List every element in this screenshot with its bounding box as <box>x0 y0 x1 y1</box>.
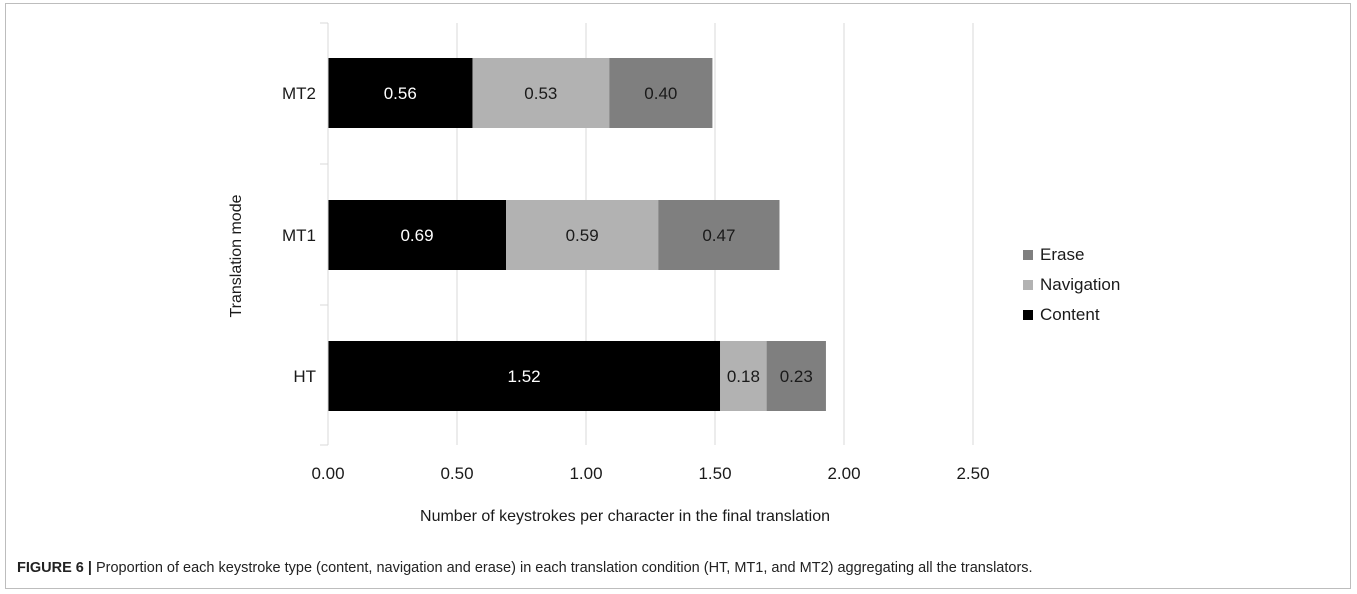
data-labels: 1.52 0.18 0.23 0.69 0.59 0.47 0.56 0.53 0.40 <box>384 84 813 386</box>
x-tick-label: 1.00 <box>569 464 602 483</box>
x-tick-label: 2.00 <box>827 464 860 483</box>
x-tick-label: 2.50 <box>956 464 989 483</box>
data-label: 0.40 <box>644 84 677 103</box>
bar-erase <box>609 58 713 128</box>
axes: 0.00 0.50 1.00 1.50 2.00 2.50 HT MT1 MT2 <box>282 22 990 483</box>
bar-erase <box>658 200 780 270</box>
bar-navigation <box>506 200 659 270</box>
data-label: 0.53 <box>524 84 557 103</box>
data-label: 0.59 <box>566 226 599 245</box>
y-axis-title: Translation mode <box>228 194 245 317</box>
y-tick-label: HT <box>293 367 316 386</box>
figure-label: FIGURE 6 | <box>17 560 92 576</box>
x-tick-label: 1.50 <box>698 464 731 483</box>
data-label: 0.23 <box>780 367 813 386</box>
legend-label: Navigation <box>1040 275 1120 294</box>
bars <box>328 58 826 411</box>
data-label: 0.18 <box>727 367 760 386</box>
legend-swatch <box>1023 250 1033 260</box>
bar-erase <box>766 341 826 411</box>
bar-content <box>328 58 473 128</box>
y-tick-label: MT2 <box>282 84 316 103</box>
bar-navigation <box>472 58 610 128</box>
x-tick-label: 0.00 <box>311 464 344 483</box>
x-axis-title: Number of keystrokes per character in th… <box>420 508 830 525</box>
data-label: 0.69 <box>400 226 433 245</box>
y-tick-label: MT1 <box>282 226 316 245</box>
x-tick-label: 0.50 <box>440 464 473 483</box>
bar-navigation <box>720 341 767 411</box>
legend-label: Erase <box>1040 245 1084 264</box>
legend-swatch <box>1023 310 1033 320</box>
legend-label: Content <box>1040 305 1100 324</box>
bar-content <box>328 200 507 270</box>
data-label: 0.56 <box>384 84 417 103</box>
data-label: 1.52 <box>508 367 541 386</box>
figure-caption: FIGURE 6 | Proportion of each keystroke … <box>17 560 1337 576</box>
legend: Erase Navigation Content <box>1023 245 1120 324</box>
caption-text: Proportion of each keystroke type (conte… <box>91 560 1033 576</box>
data-label: 0.47 <box>702 226 735 245</box>
bar-content <box>328 341 721 411</box>
legend-swatch <box>1023 280 1033 290</box>
